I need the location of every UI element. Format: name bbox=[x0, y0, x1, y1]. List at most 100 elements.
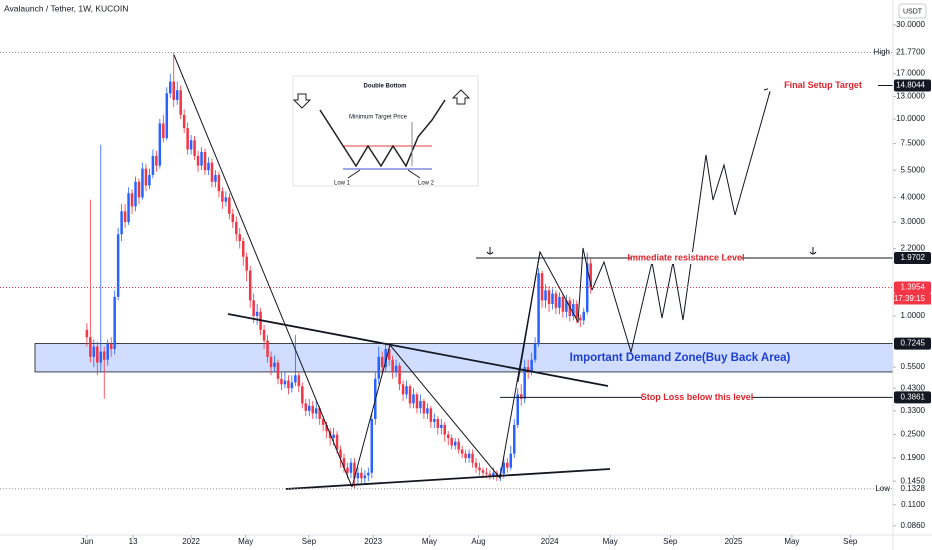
y-tick-label: 0.5500 bbox=[901, 362, 926, 371]
x-tick-label: Sep bbox=[302, 537, 317, 546]
candle-body bbox=[186, 128, 189, 150]
candle-body bbox=[252, 300, 255, 316]
candle-body bbox=[426, 408, 429, 414]
x-tick-label: 13 bbox=[129, 537, 138, 546]
inset-pointer bbox=[347, 169, 361, 179]
candle-body bbox=[85, 329, 89, 338]
demand-zone bbox=[34, 343, 894, 373]
candle-body bbox=[585, 263, 589, 312]
candle-body bbox=[89, 337, 92, 357]
candle-body bbox=[276, 362, 280, 379]
countdown: 17:39:15 bbox=[894, 294, 926, 303]
candle-body bbox=[412, 394, 415, 404]
candle-body bbox=[502, 462, 506, 474]
candle-body bbox=[433, 418, 436, 422]
candle-body bbox=[248, 270, 252, 301]
candle-body bbox=[453, 441, 457, 446]
candle-body bbox=[228, 197, 231, 214]
candle-body bbox=[474, 462, 478, 468]
candle-body bbox=[391, 359, 394, 372]
candle-body bbox=[579, 317, 582, 321]
candle-body bbox=[488, 473, 492, 476]
candle-body bbox=[182, 114, 186, 129]
x-tick-label: Sep bbox=[663, 537, 678, 546]
candle-body bbox=[450, 438, 453, 446]
candle-body bbox=[113, 296, 116, 349]
trend-line bbox=[227, 313, 609, 387]
candle-body bbox=[96, 346, 99, 363]
axis-tag: Low bbox=[875, 484, 890, 493]
candle-body bbox=[120, 211, 123, 235]
candle-body bbox=[99, 351, 103, 363]
price-label: 1.9702 bbox=[901, 253, 926, 262]
price-label: 0.7245 bbox=[901, 339, 926, 348]
candle-body bbox=[207, 162, 210, 171]
candle-body bbox=[419, 401, 422, 409]
y-tick-label: 0.1450 bbox=[901, 476, 926, 485]
inset-frame bbox=[292, 75, 479, 187]
candle-body bbox=[384, 348, 387, 368]
candle-body bbox=[533, 344, 537, 360]
candle-body bbox=[172, 81, 175, 100]
candle-body bbox=[408, 386, 412, 404]
candle-body bbox=[203, 152, 207, 171]
candle-body bbox=[551, 293, 554, 305]
price-label-bg bbox=[894, 391, 931, 404]
trend-line bbox=[285, 468, 611, 490]
candle-body bbox=[415, 394, 419, 409]
candle-body bbox=[481, 470, 485, 473]
y-tick-label: 0.3300 bbox=[901, 406, 926, 415]
candle-body bbox=[363, 475, 367, 479]
y-tick-label: 4.0000 bbox=[901, 193, 926, 202]
candle-body bbox=[162, 123, 165, 139]
candle-body bbox=[325, 424, 328, 432]
candle-body bbox=[196, 155, 200, 166]
x-tick-label: Aug bbox=[471, 537, 485, 546]
candle-body bbox=[238, 234, 242, 242]
candle-body bbox=[405, 386, 408, 395]
candle-body bbox=[151, 155, 155, 175]
x-tick-label: 2025 bbox=[725, 537, 743, 546]
currency-label[interactable]: USDT bbox=[903, 8, 923, 15]
price-label: 21.7700 bbox=[896, 48, 925, 57]
inset-pointer bbox=[407, 169, 421, 179]
pattern-line bbox=[351, 251, 541, 488]
candle-body bbox=[169, 81, 172, 94]
candle-body bbox=[523, 367, 526, 399]
candle-body bbox=[440, 424, 443, 429]
candle-body bbox=[471, 453, 474, 463]
candle-body bbox=[106, 344, 109, 360]
price-label: 14.8044 bbox=[896, 81, 925, 90]
zone-label: Important Demand Zone(Buy Back Area) bbox=[570, 352, 791, 364]
candle-body bbox=[301, 386, 304, 404]
candle-body bbox=[380, 356, 384, 368]
candle-body bbox=[127, 193, 130, 223]
candle-body bbox=[356, 472, 360, 479]
chart-title: Avalaunch / Tether, 1W, KUCOIN bbox=[4, 3, 128, 13]
inset-title: Double Bottom bbox=[364, 84, 407, 90]
candle-body bbox=[314, 408, 318, 414]
inset-pattern bbox=[319, 99, 446, 168]
candle-body bbox=[436, 418, 440, 429]
currency-button[interactable] bbox=[898, 3, 927, 19]
candle-body bbox=[311, 405, 314, 414]
y-tick-label: 30.0000 bbox=[896, 20, 925, 29]
candle-body bbox=[335, 434, 339, 450]
candle-body bbox=[332, 434, 335, 439]
candle-body bbox=[443, 424, 447, 435]
candle-body bbox=[116, 234, 120, 297]
axis-layer: 30.0000 17.0000 13.0000 10.0000 7.5000 5.5000… bbox=[80, 20, 931, 546]
candle-body bbox=[217, 174, 221, 192]
price-label: 1.3954 bbox=[901, 283, 926, 292]
candle-body bbox=[516, 394, 519, 425]
candle-body bbox=[283, 380, 287, 385]
inset-text: Minimum Target Price bbox=[349, 115, 408, 121]
annotation: Stop Loss below this level bbox=[641, 392, 754, 402]
inset-text: Low 2 bbox=[418, 181, 435, 187]
y-tick-label: 1.0000 bbox=[901, 311, 926, 320]
candle-body bbox=[509, 453, 513, 468]
candle-body bbox=[297, 375, 301, 387]
x-tick-label: May bbox=[238, 537, 253, 546]
annotation: Immediate resistance Level bbox=[627, 252, 744, 262]
candle-body bbox=[280, 378, 283, 385]
